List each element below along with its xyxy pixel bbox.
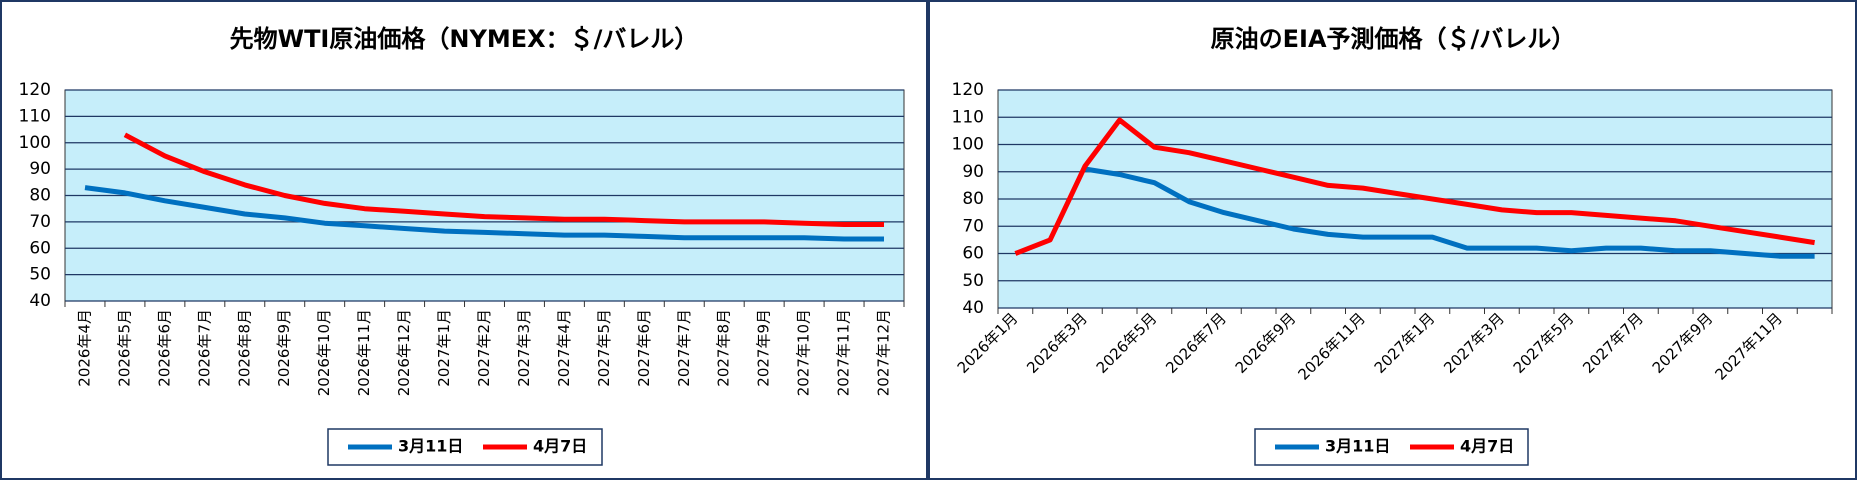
x-tick-label: 2027年3月 [1440,309,1508,377]
x-tick-label: 2027年11月 [1711,309,1785,383]
x-tick-label: 2026年11月 [1294,309,1368,383]
legend-label: 4月7日 [1460,437,1514,456]
series-line [1084,166,1815,259]
x-tick-label: 2026年9月 [1232,309,1300,377]
x-tick-label: 2027年7月 [1579,309,1647,377]
y-tick-label: 80 [962,189,984,209]
y-tick-label: 50 [962,271,984,291]
x-tick-label: 2027年12月 [875,309,893,396]
x-tick-label: 2027年4月 [555,309,573,387]
y-tick-label: 100 [952,135,984,155]
x-tick-label: 2026年5月 [115,309,133,387]
y-tick-label: 100 [19,133,51,153]
legend-label: 4月7日 [533,437,587,456]
y-tick-label: 40 [29,291,51,311]
panel-border [0,0,928,480]
x-tick-label: 2026年3月 [1023,309,1091,377]
y-tick-label: 110 [952,107,984,127]
x-tick-label: 2026年7月 [195,309,213,387]
y-tick-label: 120 [952,80,984,100]
series-line [84,185,884,242]
x-tick-label: 2027年3月 [515,309,533,387]
x-tick-label: 2027年5月 [595,309,613,387]
x-tick-label: 2026年11月 [355,309,373,396]
x-tick-label: 2027年6月 [635,309,653,387]
x-tick-label: 2027年9月 [1649,309,1717,377]
x-tick-label: 2026年6月 [155,309,173,387]
x-tick-label: 2027年8月 [715,309,733,387]
legend-label: 3月11日 [1325,437,1390,456]
y-tick-label: 50 [29,265,51,285]
y-tick-label: 120 [19,80,51,100]
x-tick-label: 2027年1月 [435,309,453,387]
y-tick-label: 40 [962,298,984,318]
x-tick-label: 2027年7月 [675,309,693,387]
x-tick-label: 2027年9月 [755,309,773,387]
x-tick-label: 2026年10月 [315,309,333,396]
x-tick-label: 2026年7月 [1162,309,1230,377]
chart-title: 先物WTI原油価格（NYMEX：＄/バレル） [230,25,699,53]
x-tick-label: 2026年4月 [75,309,93,387]
series-line [1014,117,1815,256]
x-tick-label: 2027年2月 [475,309,493,387]
chart-title: 原油のEIA予測価格（＄/バレル） [1211,25,1576,53]
panel-border [928,0,1857,480]
x-tick-label: 2026年1月 [954,309,1022,377]
x-tick-label: 2027年1月 [1371,309,1439,377]
y-tick-label: 70 [29,212,51,232]
x-tick-label: 2026年5月 [1093,309,1161,377]
y-tick-label: 80 [29,186,51,206]
x-tick-label: 2026年12月 [395,309,413,396]
legend-label: 3月11日 [398,437,463,456]
x-tick-label: 2026年9月 [275,309,293,387]
series-line [123,132,884,227]
x-tick-label: 2026年8月 [235,309,253,387]
x-tick-label: 2027年5月 [1510,309,1578,377]
y-tick-label: 60 [962,244,984,264]
x-tick-label: 2027年11月 [835,309,853,396]
y-tick-label: 60 [29,238,51,258]
y-tick-label: 90 [962,162,984,182]
y-tick-label: 90 [29,159,51,179]
x-tick-label: 2027年10月 [795,309,813,396]
y-tick-label: 110 [19,106,51,126]
y-tick-label: 70 [962,216,984,236]
